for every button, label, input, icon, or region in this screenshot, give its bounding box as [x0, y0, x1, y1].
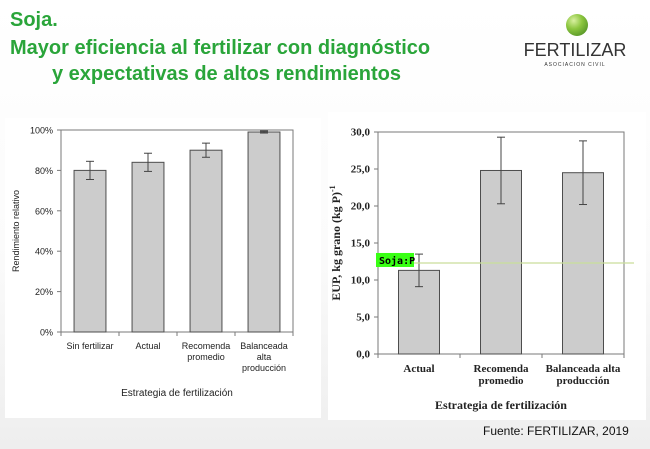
x-tick-label: Sin fertilizar: [66, 341, 113, 351]
y-tick-label: 20,0: [351, 201, 371, 213]
x-tick-label: Balanceada alta producción: [240, 341, 288, 373]
y-tick-label: 25,0: [351, 164, 371, 176]
x-axis-title: Estrategia de fertilización: [435, 398, 567, 412]
source-note: Fuente: FERTILIZAR, 2019: [483, 424, 629, 438]
bar: [131, 161, 165, 333]
x-tick-label: Recomenda promedio: [182, 341, 231, 362]
bar: [247, 131, 281, 333]
y-axis-title: Rendimiento relativo: [11, 190, 21, 272]
x-tick-label: Actual: [403, 363, 434, 375]
slide-title: Soja.: [10, 9, 58, 31]
slide-subtitle-line2: y expectativas de altos rendimientos: [52, 63, 402, 85]
y-tick-label: 100%: [30, 126, 53, 136]
fertilizar-logo: FERTILIZAR ASOCIACION CIVIL: [522, 14, 628, 74]
y-axis-title: EUP, kg grano (kg P)-1: [328, 185, 343, 300]
relative-yield-chart: 0% 20% 40% 60% 80% 100% Sin fertilizar Actual Re…: [11, 126, 294, 399]
x-axis-title: Estrategia de fertilización: [121, 388, 233, 399]
y-tick-label: 30,0: [351, 127, 371, 139]
y-tick-label: 0,0: [356, 349, 370, 361]
y-tick-label: 20%: [35, 287, 53, 297]
y-tick-label: 60%: [35, 206, 53, 216]
eup-chart: 0,0 5,0 10,0 15,0 20,0 25,0 30,0 Actual Recomend…: [328, 127, 634, 412]
y-tick-label: 15,0: [351, 238, 371, 250]
reference-marker-label: Soja:P: [379, 255, 415, 267]
y-tick-label: 40%: [35, 247, 53, 257]
logo-subtitle: ASOCIACION CIVIL: [544, 62, 606, 68]
y-tick-label: 0%: [40, 328, 53, 338]
logo-wordmark: FERTILIZAR: [523, 40, 627, 60]
chart-panel-relative-yield: 0% 20% 40% 60% 80% 100% Sin fertilizar Actual Re…: [5, 118, 321, 418]
slide-subtitle-line1: Mayor eficiencia al fertilizar con diagn…: [10, 37, 431, 59]
bar: [189, 149, 223, 333]
y-tick-label: 10,0: [351, 275, 371, 287]
chart-panel-eup: 0,0 5,0 10,0 15,0 20,0 25,0 30,0 Actual Recomend…: [328, 112, 646, 420]
y-tick-label: 80%: [35, 166, 53, 176]
x-tick-label: Balanceada alta producción: [546, 363, 621, 387]
y-tick-label: 5,0: [356, 312, 370, 324]
green-sphere-icon: [566, 14, 588, 36]
reference-marker-bg: [376, 252, 414, 267]
bar: [73, 169, 107, 333]
x-tick-label: Actual: [135, 341, 160, 351]
x-tick-label: Recomenda promedio: [474, 363, 529, 387]
